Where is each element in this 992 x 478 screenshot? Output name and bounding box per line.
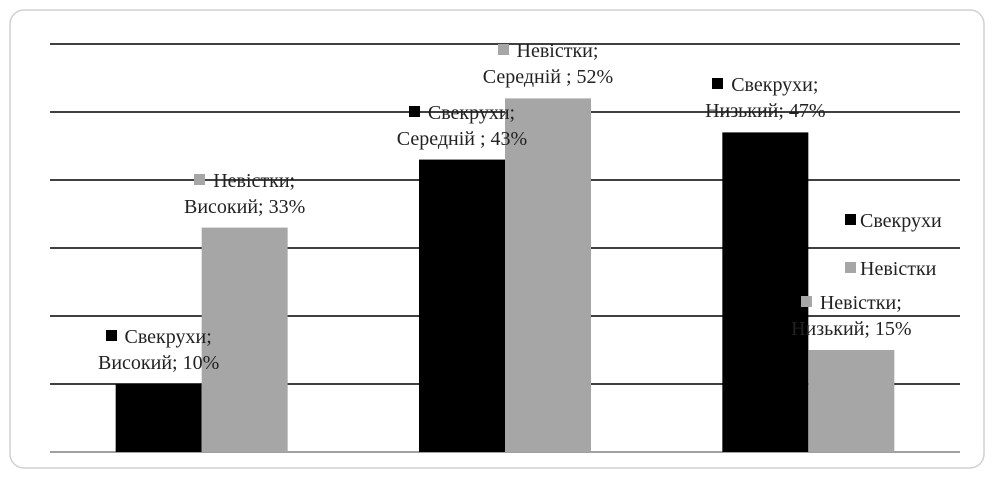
- bar: [201, 227, 288, 452]
- label-text: Невістки; Середній ; 52%: [482, 40, 614, 89]
- legend-item: Невістки: [845, 258, 936, 281]
- label-text: Свекрухи; Низький; 47%: [705, 74, 826, 123]
- label-text: Свекрухи; Високий; 10%: [98, 326, 220, 374]
- label-marker: [712, 78, 724, 90]
- data-label: Свекрухи; Середній ; 43%: [377, 100, 547, 152]
- data-label: Свекрухи; Низький; 47%: [680, 72, 850, 124]
- bar: [722, 132, 809, 452]
- label-text: Свекрухи; Середній ; 43%: [396, 101, 528, 150]
- data-label: Невістки; Середній ; 52%: [463, 38, 633, 90]
- frame: [9, 9, 985, 469]
- legend-marker: [845, 214, 856, 225]
- legend-text: Свекрухи: [860, 210, 942, 232]
- data-label: Невістки; Високий; 33%: [160, 168, 330, 220]
- data-label: Невістки; Низький; 15%: [766, 290, 936, 342]
- label-marker: [800, 296, 812, 307]
- bar: [115, 384, 202, 452]
- bar: [419, 159, 505, 452]
- label-marker: [408, 105, 420, 117]
- label-text: Невістки; Високий; 33%: [184, 169, 306, 218]
- label-marker: [194, 173, 206, 185]
- bar: [505, 98, 591, 453]
- legend-marker: [845, 262, 856, 273]
- label-text: Невістки; Низький; 15%: [791, 292, 912, 340]
- data-label: Свекрухи; Високий; 10%: [74, 324, 244, 376]
- label-marker: [497, 44, 509, 56]
- label-marker: [105, 330, 117, 341]
- bar: [808, 350, 895, 452]
- legend-text: Невістки: [860, 258, 937, 280]
- legend-item: Свекрухи: [845, 210, 942, 233]
